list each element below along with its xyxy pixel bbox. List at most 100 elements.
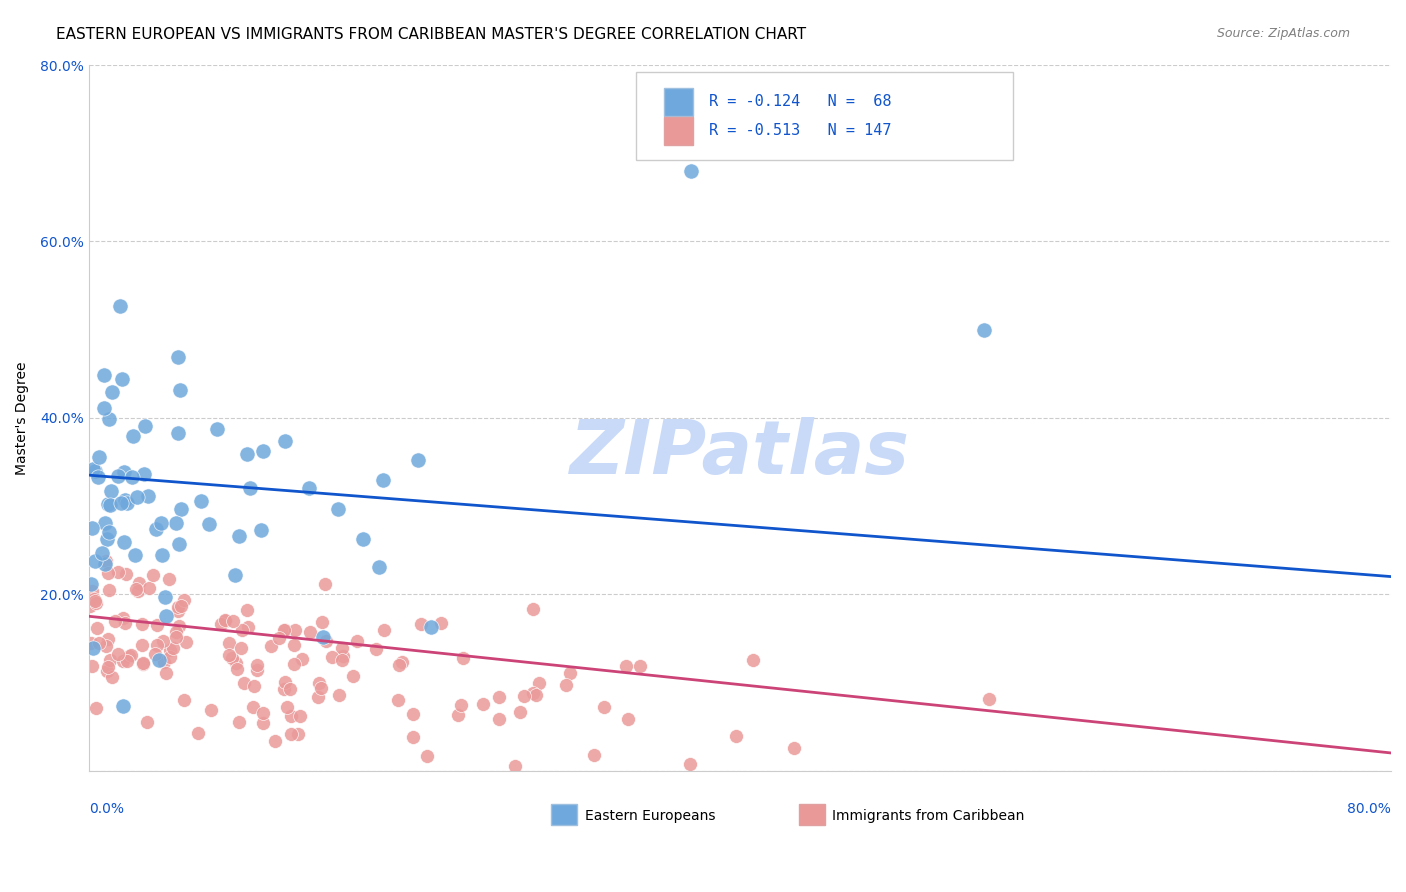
Point bbox=[97, 566, 120, 580]
Point bbox=[122, 429, 145, 443]
Point bbox=[112, 654, 135, 668]
Point bbox=[128, 576, 150, 591]
Point bbox=[136, 489, 159, 503]
Point bbox=[165, 624, 187, 639]
Text: Eastern Europeans: Eastern Europeans bbox=[585, 809, 716, 823]
Point bbox=[503, 759, 526, 773]
Point bbox=[218, 636, 240, 650]
Point bbox=[84, 701, 107, 715]
Point bbox=[149, 516, 172, 530]
Point bbox=[260, 640, 283, 654]
Point bbox=[82, 521, 104, 535]
Point bbox=[120, 648, 142, 662]
Point bbox=[143, 647, 166, 661]
Point bbox=[107, 469, 129, 483]
FancyBboxPatch shape bbox=[799, 804, 824, 825]
Point bbox=[328, 688, 350, 702]
Point bbox=[166, 516, 188, 530]
Point bbox=[96, 640, 118, 654]
Point bbox=[214, 614, 236, 628]
Point bbox=[509, 706, 531, 720]
Point bbox=[104, 614, 127, 628]
Point bbox=[242, 699, 264, 714]
Point bbox=[93, 368, 115, 382]
Point bbox=[512, 689, 534, 703]
Point bbox=[311, 615, 333, 629]
Point bbox=[284, 624, 307, 638]
Point bbox=[315, 634, 337, 648]
Point bbox=[453, 651, 475, 665]
Point bbox=[225, 662, 247, 676]
Point bbox=[252, 716, 274, 731]
Point bbox=[176, 635, 198, 649]
Point bbox=[679, 756, 702, 771]
Point bbox=[100, 484, 122, 499]
Point bbox=[488, 690, 510, 705]
Point bbox=[450, 698, 472, 712]
Point bbox=[276, 699, 298, 714]
Point bbox=[628, 659, 651, 673]
Point bbox=[402, 706, 425, 721]
Point bbox=[167, 425, 190, 440]
Point bbox=[118, 649, 141, 664]
Point bbox=[90, 546, 112, 560]
Point bbox=[83, 464, 105, 478]
Text: ZIPatlas: ZIPatlas bbox=[569, 417, 910, 490]
Text: Immigrants from Caribbean: Immigrants from Caribbean bbox=[832, 809, 1025, 823]
Point bbox=[98, 653, 121, 667]
Point bbox=[155, 609, 177, 624]
Point bbox=[134, 419, 156, 434]
Point bbox=[150, 548, 173, 562]
Point bbox=[173, 593, 195, 607]
Point bbox=[283, 657, 305, 671]
Point bbox=[311, 681, 333, 695]
Point bbox=[522, 602, 544, 616]
FancyBboxPatch shape bbox=[665, 117, 693, 145]
Point bbox=[273, 681, 295, 696]
Point bbox=[239, 481, 262, 495]
Point bbox=[488, 712, 510, 726]
Text: EASTERN EUROPEAN VS IMMIGRANTS FROM CARIBBEAN MASTER'S DEGREE CORRELATION CHART: EASTERN EUROPEAN VS IMMIGRANTS FROM CARI… bbox=[56, 27, 807, 42]
Point bbox=[132, 467, 155, 481]
Point bbox=[346, 634, 368, 648]
Point bbox=[187, 725, 209, 739]
Point bbox=[166, 351, 188, 365]
Point bbox=[529, 676, 551, 690]
Point bbox=[107, 648, 129, 662]
Point bbox=[783, 740, 806, 755]
Point bbox=[472, 697, 495, 711]
Point bbox=[242, 679, 264, 693]
Point bbox=[86, 621, 108, 635]
Point bbox=[430, 615, 453, 630]
FancyBboxPatch shape bbox=[551, 804, 576, 825]
Point bbox=[167, 604, 190, 618]
Point bbox=[82, 640, 104, 655]
Point bbox=[280, 709, 302, 723]
Point bbox=[250, 523, 273, 537]
Point bbox=[138, 581, 160, 595]
Point bbox=[107, 565, 129, 579]
Point bbox=[101, 385, 124, 400]
Point bbox=[207, 422, 229, 436]
Point bbox=[94, 558, 117, 572]
FancyBboxPatch shape bbox=[665, 87, 693, 116]
Text: Source: ZipAtlas.com: Source: ZipAtlas.com bbox=[1216, 27, 1350, 40]
Point bbox=[112, 610, 135, 624]
Point bbox=[114, 492, 136, 507]
Point bbox=[87, 450, 110, 464]
Point bbox=[236, 447, 259, 461]
Point bbox=[287, 727, 309, 741]
Y-axis label: Master's Degree: Master's Degree bbox=[15, 361, 30, 475]
Point bbox=[373, 623, 395, 637]
Point bbox=[290, 652, 312, 666]
Point bbox=[228, 714, 250, 729]
Point bbox=[614, 659, 637, 673]
Point bbox=[278, 681, 301, 696]
Point bbox=[115, 654, 138, 668]
Point bbox=[84, 596, 107, 610]
Point bbox=[364, 641, 387, 656]
Point bbox=[273, 623, 295, 637]
Point bbox=[252, 444, 274, 458]
Point bbox=[231, 623, 253, 637]
Point bbox=[165, 630, 187, 644]
